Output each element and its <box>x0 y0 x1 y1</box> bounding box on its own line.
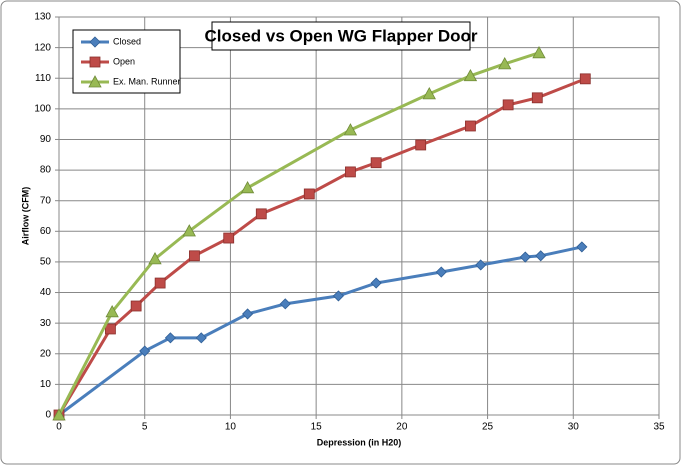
plot-border <box>58 16 660 416</box>
plot <box>52 45 591 421</box>
y-tick-label: 120 <box>34 42 51 53</box>
marker <box>52 408 66 421</box>
marker <box>105 304 119 318</box>
y-tick-label: 80 <box>40 165 52 176</box>
marker <box>463 68 478 82</box>
y-tick-label: 70 <box>40 195 52 206</box>
marker <box>498 57 512 70</box>
marker <box>435 266 447 278</box>
y-tick-label: 40 <box>40 287 52 298</box>
marker <box>475 259 487 271</box>
marker <box>343 123 358 136</box>
x-tick-label: 30 <box>568 422 580 433</box>
y-tick-label: 110 <box>35 73 51 84</box>
x-tick-label: 35 <box>653 422 665 433</box>
x-tick-label: 20 <box>396 422 408 433</box>
marker <box>370 157 382 169</box>
marker <box>576 241 588 253</box>
chart-title: Closed vs Open WG Flapper Door <box>205 26 478 45</box>
marker <box>89 36 101 48</box>
marker <box>535 250 547 262</box>
x-tick-label: 15 <box>311 422 323 433</box>
marker <box>242 308 254 320</box>
marker <box>195 332 207 344</box>
x-tick-label: 0 <box>56 422 62 433</box>
marker <box>154 277 166 289</box>
legend: Closed Open Ex. Man. Runner <box>72 29 181 94</box>
marker <box>465 120 476 132</box>
marker <box>532 45 546 59</box>
y-tick-label: 0 <box>45 410 51 421</box>
marker <box>164 332 176 344</box>
marker <box>519 251 531 263</box>
legend-label: Open <box>113 56 135 66</box>
x-axis-label: Depression (in H20) <box>317 437 402 447</box>
marker <box>223 232 235 244</box>
y-tick-label: 30 <box>40 318 52 329</box>
marker <box>579 73 591 85</box>
y-tick-label: 60 <box>40 226 52 237</box>
marker <box>182 224 196 237</box>
marker <box>240 180 255 194</box>
marker <box>130 300 142 312</box>
marker <box>332 290 344 302</box>
series-line <box>57 51 540 416</box>
marker <box>89 56 101 68</box>
x-tick-label: 25 <box>482 422 494 433</box>
marker <box>415 139 427 151</box>
marker <box>148 252 162 265</box>
y-tick-label: 130 <box>34 12 51 23</box>
marker <box>345 166 356 178</box>
marker <box>139 345 151 357</box>
marker <box>105 323 116 335</box>
x-tick-label: 5 <box>142 422 148 433</box>
y-tick-label: 20 <box>40 348 52 359</box>
y-tick-label: 10 <box>40 379 52 390</box>
y-axis-label: Airflow (CFM) <box>20 187 30 246</box>
marker <box>422 87 436 100</box>
y-tick-label: 90 <box>40 134 52 145</box>
marker <box>303 188 315 200</box>
marker <box>279 298 291 310</box>
marker <box>370 277 382 289</box>
marker <box>189 250 200 262</box>
legend-label: Closed <box>113 36 141 46</box>
y-tick-label: 100 <box>34 103 51 114</box>
y-tick-label: 50 <box>40 257 52 268</box>
x-tick-label: 10 <box>225 422 237 433</box>
marker <box>531 92 543 104</box>
marker <box>502 99 514 111</box>
title-box <box>211 21 471 51</box>
legend-label: Ex. Man. Runner <box>113 76 181 86</box>
marker <box>88 75 102 88</box>
marker <box>255 208 267 220</box>
